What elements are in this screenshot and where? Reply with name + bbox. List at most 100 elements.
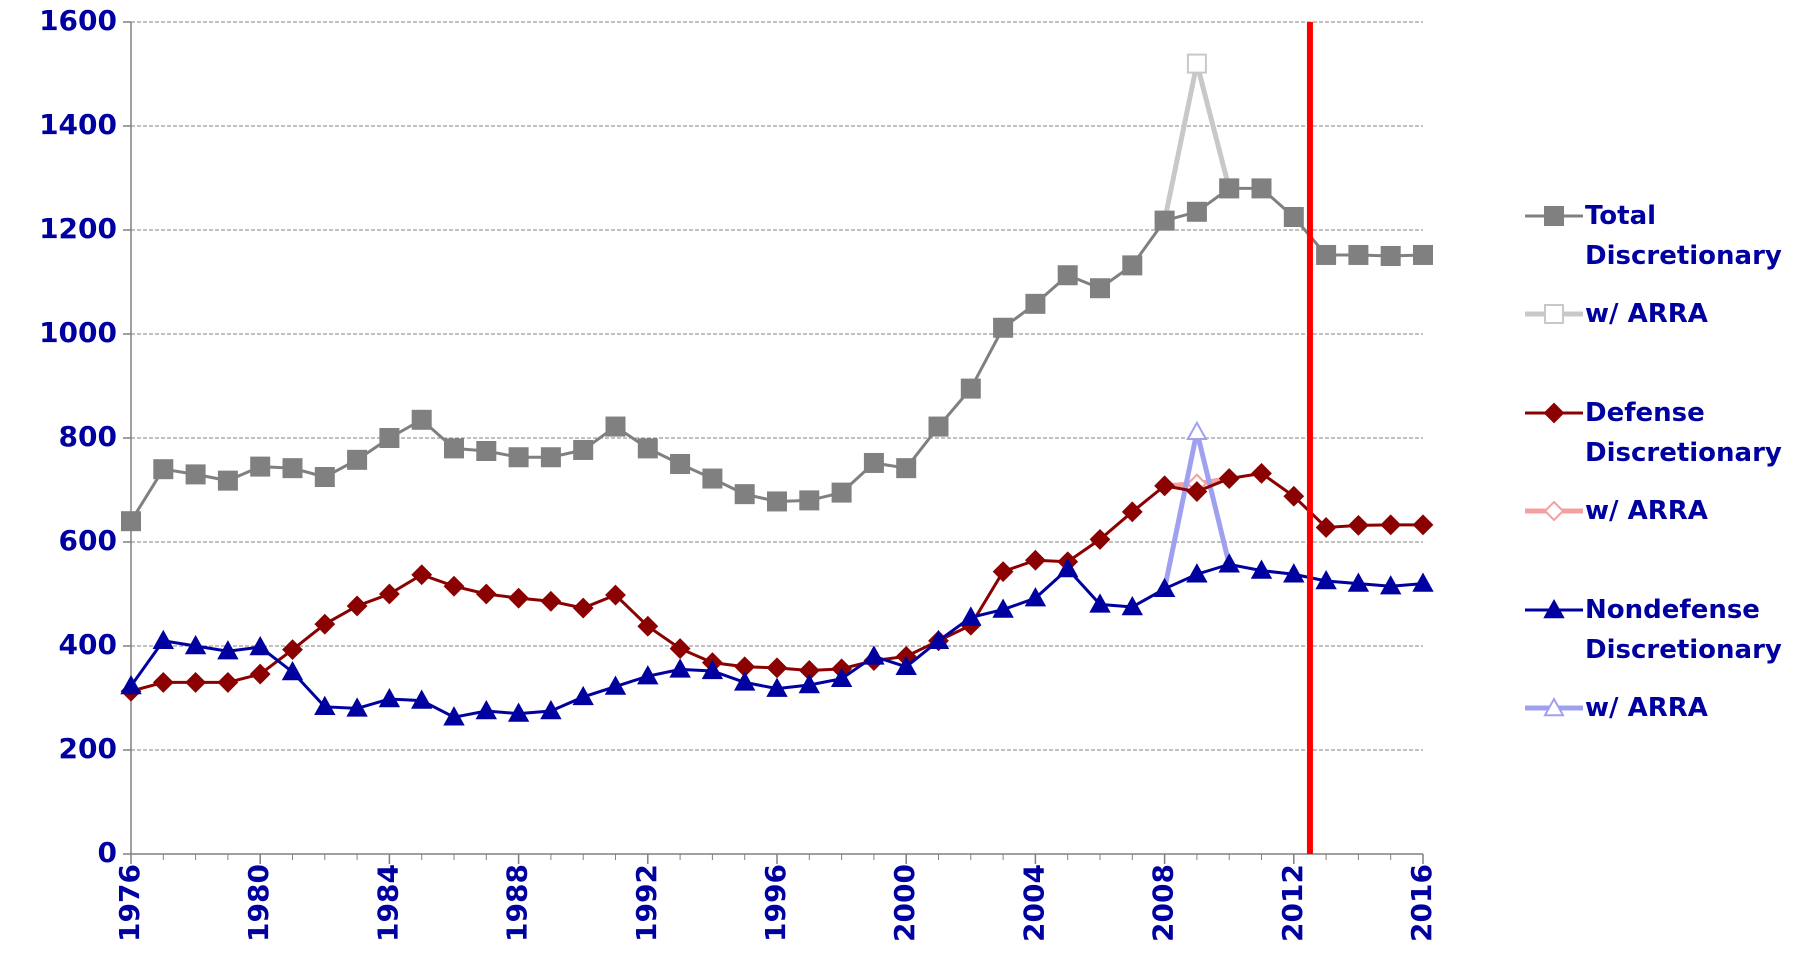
- y-tick-label: 600: [59, 524, 117, 557]
- x-tick-label: 1976: [113, 864, 146, 942]
- marker: [928, 416, 949, 437]
- marker: [314, 613, 336, 635]
- marker: [508, 587, 530, 609]
- marker: [1543, 598, 1565, 619]
- marker: [346, 697, 368, 717]
- marker: [347, 449, 368, 470]
- marker: [1347, 572, 1370, 592]
- marker: [1218, 553, 1240, 573]
- marker: [507, 702, 530, 722]
- marker: [475, 699, 497, 720]
- y-tick-label: 1200: [39, 212, 117, 245]
- marker: [250, 456, 271, 477]
- marker: [185, 464, 206, 485]
- y-tick-label: 400: [59, 628, 117, 661]
- marker: [960, 606, 982, 626]
- marker: [379, 428, 400, 448]
- marker: [121, 511, 141, 532]
- marker: [669, 658, 691, 678]
- marker: [120, 674, 142, 695]
- marker: [249, 635, 271, 656]
- legend-swatch: [1525, 402, 1583, 424]
- marker: [540, 447, 561, 468]
- marker: [1412, 514, 1434, 536]
- marker: [1090, 278, 1110, 299]
- marker: [378, 583, 400, 605]
- marker: [153, 459, 174, 480]
- marker: [1089, 593, 1111, 613]
- x-tick-label: 2000: [888, 864, 921, 942]
- y-tick-label: 1600: [39, 4, 117, 37]
- marker: [1250, 559, 1273, 579]
- marker: [1315, 517, 1337, 538]
- marker: [1025, 293, 1046, 314]
- legend-label: Defense Discretionary: [1585, 398, 1782, 468]
- marker: [1380, 514, 1402, 536]
- marker: [573, 439, 594, 460]
- marker: [540, 590, 562, 612]
- marker: [1347, 514, 1369, 536]
- x-tick-label: 1980: [242, 864, 275, 942]
- marker: [217, 671, 239, 693]
- marker: [927, 629, 950, 649]
- y-tick-label: 200: [59, 732, 117, 765]
- marker: [766, 657, 788, 679]
- marker: [411, 564, 433, 586]
- x-tick-label: 1984: [371, 864, 404, 942]
- marker: [1057, 557, 1079, 578]
- marker: [637, 438, 658, 459]
- marker: [411, 409, 432, 430]
- marker: [1283, 207, 1304, 227]
- marker: [798, 673, 820, 694]
- marker: [184, 634, 207, 655]
- marker: [508, 447, 529, 468]
- marker: [1543, 500, 1565, 522]
- marker: [282, 639, 303, 661]
- marker: [378, 687, 401, 708]
- marker: [992, 598, 1014, 618]
- marker: [1412, 572, 1434, 592]
- x-tick-label: 1988: [501, 864, 534, 942]
- marker: [282, 458, 303, 479]
- legend-swatch: [1525, 304, 1583, 324]
- legend-label: w/ ARRA: [1585, 496, 1708, 526]
- marker: [993, 317, 1014, 338]
- marker: [1186, 53, 1207, 74]
- marker: [217, 640, 239, 660]
- marker: [1089, 528, 1111, 550]
- marker: [1316, 244, 1337, 265]
- marker: [1315, 569, 1337, 590]
- marker: [475, 583, 497, 605]
- marker: [701, 659, 724, 680]
- marker: [1121, 595, 1143, 616]
- y-tick-label: 800: [59, 420, 117, 453]
- marker: [1122, 255, 1143, 276]
- legend-label: Total Discretionary: [1585, 201, 1782, 271]
- marker: [605, 584, 626, 606]
- marker: [1251, 462, 1272, 484]
- marker: [1283, 485, 1305, 507]
- legend-entry: w/ ARRA: [1525, 688, 1808, 728]
- marker: [960, 378, 981, 399]
- legend-swatch: [1525, 500, 1583, 522]
- marker: [1283, 563, 1305, 583]
- marker: [1186, 201, 1207, 222]
- marker: [702, 468, 723, 489]
- marker: [1121, 501, 1143, 523]
- marker: [152, 671, 174, 693]
- marker: [1348, 244, 1369, 265]
- marker: [1219, 178, 1240, 199]
- marker: [830, 667, 853, 687]
- marker: [1218, 468, 1240, 489]
- marker: [637, 615, 659, 637]
- marker: [734, 484, 755, 505]
- y-tick-label: 1400: [39, 108, 117, 141]
- marker: [992, 561, 1014, 583]
- marker: [896, 458, 917, 479]
- marker: [314, 467, 335, 487]
- marker: [767, 491, 787, 512]
- marker: [637, 665, 659, 685]
- marker: [670, 454, 691, 474]
- marker: [1024, 549, 1046, 571]
- legend-label: Nondefense Discretionary: [1585, 595, 1782, 665]
